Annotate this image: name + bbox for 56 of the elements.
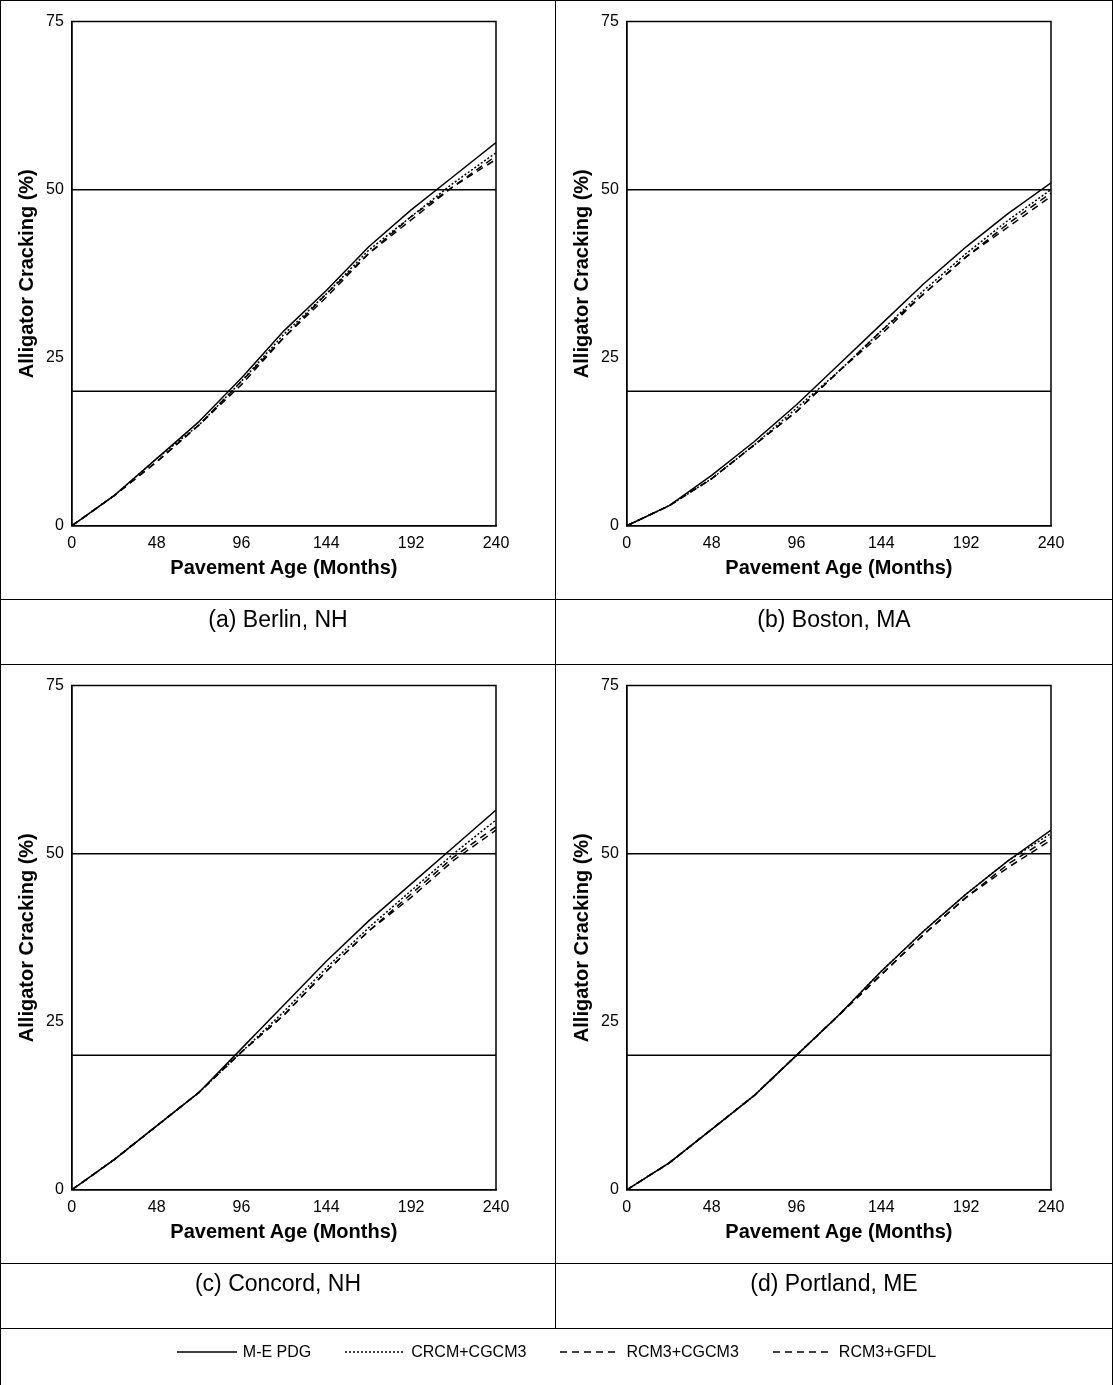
y-tick-label: 25 <box>46 1012 64 1030</box>
x-tick-label: 192 <box>397 1197 425 1215</box>
x-tick-label: 240 <box>1037 533 1065 551</box>
y-tick-label: 75 <box>601 676 619 694</box>
x-tick-label: 240 <box>482 1197 510 1215</box>
x-axis-title: Pavement Age (Months) <box>725 555 953 578</box>
y-tick-label: 75 <box>601 12 619 30</box>
y-axis-title: Alligator Cracking (%) <box>569 833 592 1043</box>
y-tick-label: 50 <box>46 844 64 862</box>
x-tick-label: 240 <box>1037 1197 1065 1215</box>
y-tick-label: 50 <box>601 844 619 862</box>
y-axis-title: Alligator Cracking (%) <box>14 833 37 1043</box>
x-tick-label: 96 <box>232 1197 251 1215</box>
text: (d) Portland, ME <box>749 1269 919 1298</box>
x-tick-label: 192 <box>952 1197 980 1215</box>
y-tick-label: 0 <box>609 1180 619 1198</box>
legend-label: RCM3+GFDL <box>838 1343 937 1361</box>
y-tick-label: 0 <box>54 1180 64 1198</box>
x-tick-label: 0 <box>67 1197 77 1215</box>
y-tick-label: 0 <box>609 516 619 534</box>
x-tick-label: 144 <box>867 1197 895 1215</box>
y-tick-label: 50 <box>46 180 64 198</box>
x-tick-label: 96 <box>232 533 251 551</box>
x-tick-label: 144 <box>312 533 340 551</box>
x-tick-label: 0 <box>67 533 77 551</box>
x-tick-label: 192 <box>952 533 980 551</box>
text: (a) Berlin, NH <box>207 605 349 634</box>
legend-label: M-E PDG <box>242 1343 312 1361</box>
x-tick-label: 144 <box>867 533 895 551</box>
y-axis-title: Alligator Cracking (%) <box>569 169 592 379</box>
y-tick-label: 25 <box>601 348 619 366</box>
x-axis-title: Pavement Age (Months) <box>170 555 398 578</box>
y-tick-label: 75 <box>46 12 64 30</box>
x-axis-title: Pavement Age (Months) <box>170 1219 398 1242</box>
y-tick-label: 25 <box>601 1012 619 1030</box>
y-tick-label: 0 <box>54 516 64 534</box>
x-tick-label: 48 <box>147 1197 166 1215</box>
y-tick-label: 75 <box>46 676 64 694</box>
y-tick-label: 25 <box>46 348 64 366</box>
text: (b) Boston, MA <box>756 605 912 634</box>
legend-label: RCM3+CGCM3 <box>626 1343 739 1361</box>
text: (c) Concord, NH <box>193 1269 363 1298</box>
y-tick-label: 50 <box>601 180 619 198</box>
legend-label: CRCM+CGCM3 <box>411 1343 527 1361</box>
x-tick-label: 0 <box>622 1197 632 1215</box>
x-tick-label: 240 <box>482 533 510 551</box>
x-tick-label: 48 <box>147 533 166 551</box>
x-tick-label: 0 <box>622 533 632 551</box>
x-tick-label: 192 <box>397 533 425 551</box>
x-axis-title: Pavement Age (Months) <box>725 1219 953 1242</box>
x-tick-label: 48 <box>702 533 721 551</box>
x-tick-label: 96 <box>787 533 806 551</box>
y-axis-title: Alligator Cracking (%) <box>14 169 37 379</box>
x-tick-label: 144 <box>312 1197 340 1215</box>
x-tick-label: 48 <box>702 1197 721 1215</box>
x-tick-label: 96 <box>787 1197 806 1215</box>
